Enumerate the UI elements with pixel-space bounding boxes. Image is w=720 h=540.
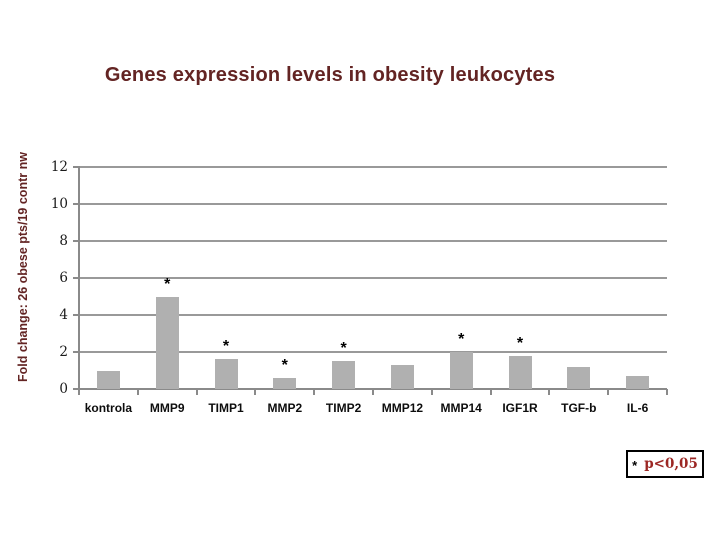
bar <box>214 359 238 389</box>
y-tick <box>73 240 79 242</box>
y-tick-label: 12 <box>50 159 68 175</box>
x-tick <box>607 389 610 395</box>
bar <box>449 352 473 389</box>
gridline <box>79 166 667 168</box>
x-tick <box>136 389 139 395</box>
category-label: TIMP2 <box>325 401 362 415</box>
category-label: kontrola <box>84 401 133 415</box>
x-tick <box>254 389 257 395</box>
legend-text: p<0,05 <box>644 456 698 472</box>
gridline <box>79 240 667 242</box>
bar-asterisk: * <box>281 356 288 374</box>
bar <box>273 377 297 389</box>
y-tick-label: 8 <box>59 233 68 249</box>
category-label: MMP2 <box>267 401 303 415</box>
bar <box>508 355 532 389</box>
y-tick <box>73 388 79 390</box>
x-tick <box>489 389 492 395</box>
category-label: MMP12 <box>381 401 424 415</box>
significance-legend: * p<0,05 <box>626 450 704 478</box>
y-tick <box>73 314 79 316</box>
category-label: MMP9 <box>149 401 185 415</box>
legend-asterisk-symbol: * <box>632 458 638 473</box>
x-tick <box>548 389 551 395</box>
y-tick <box>73 166 79 168</box>
chart-title: Genes expression levels in obesity leuko… <box>104 64 556 86</box>
bar-asterisk: * <box>516 334 524 352</box>
x-tick <box>195 389 198 395</box>
gridline <box>79 203 667 205</box>
y-axis-line <box>78 166 80 394</box>
x-tick <box>666 389 668 395</box>
bar <box>390 364 414 389</box>
y-tick <box>73 351 79 353</box>
y-tick-label: 2 <box>59 344 68 360</box>
bar <box>96 370 120 389</box>
bar-asterisk: * <box>164 275 171 293</box>
bar-asterisk: * <box>222 338 230 356</box>
category-label: TGF-b <box>561 401 597 415</box>
y-tick <box>73 277 79 279</box>
y-tick-label: 6 <box>59 270 68 286</box>
bar <box>332 361 356 389</box>
category-label: MMP14 <box>440 401 482 415</box>
gridline <box>79 277 667 279</box>
x-tick <box>313 389 316 395</box>
y-tick-label: 4 <box>59 307 68 323</box>
gridline <box>79 314 667 316</box>
x-tick <box>430 389 433 395</box>
bar <box>155 296 179 389</box>
category-label: IGF1R <box>502 401 538 415</box>
gridline <box>79 351 667 353</box>
x-tick <box>78 389 80 395</box>
category-label: TIMP1 <box>208 401 244 415</box>
y-tick-label: 0 <box>59 381 68 397</box>
y-tick-label: 10 <box>50 196 68 212</box>
bar-asterisk: * <box>458 331 465 348</box>
category-label: IL-6 <box>626 401 649 415</box>
y-tick <box>73 203 79 205</box>
bar <box>567 366 591 389</box>
x-tick <box>372 389 374 395</box>
bar-asterisk: * <box>340 340 347 358</box>
bar <box>626 376 650 389</box>
